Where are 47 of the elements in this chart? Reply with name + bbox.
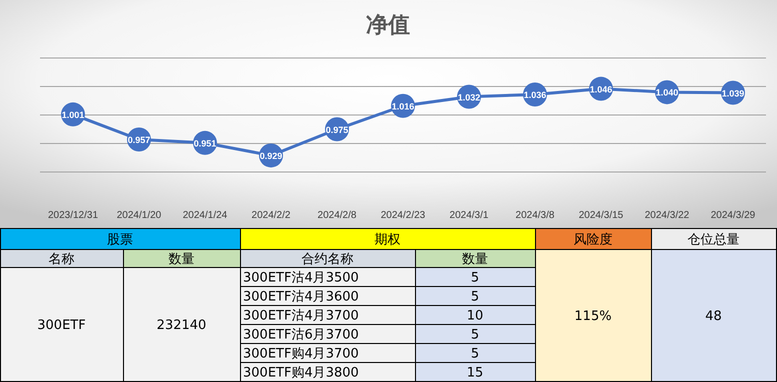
text: 300ETF bbox=[37, 318, 86, 333]
x-tick-label: 2024/3/15 bbox=[578, 210, 624, 221]
text: 5 bbox=[470, 290, 480, 304]
data-label: 1.001 bbox=[62, 110, 84, 120]
text: 5 bbox=[470, 270, 480, 286]
x-tick-label: 2024/2/2 bbox=[252, 210, 291, 221]
text: 232140 bbox=[156, 318, 206, 333]
text: 数量 bbox=[168, 252, 194, 267]
x-tick-label: 2024/3/22 bbox=[644, 210, 690, 221]
text: 5 bbox=[470, 346, 480, 362]
data-label: 1.032 bbox=[458, 92, 480, 102]
text: 300ETF沽4月3600 bbox=[243, 290, 359, 304]
text: 300ETF沽6月3700 bbox=[243, 328, 359, 342]
data-label: 1.016 bbox=[392, 101, 414, 112]
x-tick-label: 2024/3/29 bbox=[710, 210, 756, 221]
x-tick-label: 2024/2/23 bbox=[380, 210, 426, 221]
x-tick-label: 2024/1/24 bbox=[182, 210, 228, 221]
x-tick-label: 2023/12/31 bbox=[48, 210, 98, 221]
text: 名称 bbox=[48, 252, 74, 267]
data-label: 0.929 bbox=[260, 150, 282, 161]
text: 300ETF沽4月3700 bbox=[243, 308, 359, 324]
chart-title: 净值 bbox=[366, 12, 410, 37]
text: 5 bbox=[470, 328, 480, 342]
x-tick-label: 2024/3/1 bbox=[450, 210, 489, 221]
text: 仓位总量 bbox=[688, 232, 740, 248]
data-label: 1.036 bbox=[524, 90, 546, 100]
text: 期权 bbox=[374, 232, 400, 248]
text: 300ETF购4月3700 bbox=[243, 346, 359, 362]
x-tick-label: 2024/3/8 bbox=[516, 210, 555, 221]
text: 股票 bbox=[107, 232, 133, 248]
data-label: 1.039 bbox=[722, 88, 744, 98]
text: 48 bbox=[705, 309, 722, 324]
data-label: 0.957 bbox=[128, 135, 150, 146]
data-label: 0.951 bbox=[194, 138, 216, 148]
text: 300ETF购4月3800 bbox=[243, 366, 359, 380]
data-label: 1.040 bbox=[656, 88, 678, 98]
text: 风险度 bbox=[574, 232, 612, 248]
text: 10 bbox=[466, 308, 484, 324]
x-tick-label: 2024/1/20 bbox=[116, 210, 162, 221]
data-label: 1.046 bbox=[590, 84, 612, 94]
text: 300ETF沽4月3500 bbox=[243, 270, 359, 286]
text: 合约名称 bbox=[302, 252, 354, 267]
x-tick-label: 2024/2/8 bbox=[318, 210, 357, 221]
text: 115% bbox=[574, 309, 612, 324]
text: 15 bbox=[466, 366, 484, 380]
text: 数量 bbox=[462, 252, 488, 267]
data-label: 0.975 bbox=[326, 124, 348, 135]
